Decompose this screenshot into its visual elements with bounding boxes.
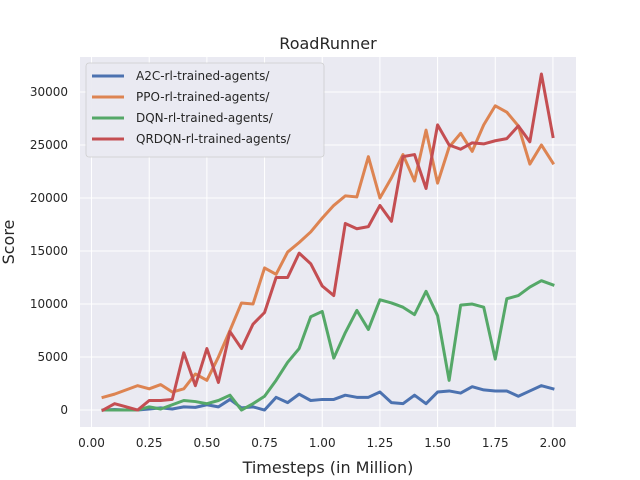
y-tick-label: 15000: [30, 244, 68, 258]
x-axis: 0.00 0.25 0.50 0.75 1.00 1.25 1.50 1.75 2.00: [78, 436, 566, 450]
legend-label: A2C-rl-trained-agents/: [136, 69, 270, 83]
y-tick-label: 25000: [30, 138, 68, 152]
x-tick-label: 0.50: [194, 436, 221, 450]
legend-box: [85, 62, 325, 158]
x-tick-label: 2.00: [540, 436, 567, 450]
legend-label: PPO-rl-trained-agents/: [136, 90, 270, 104]
y-tick-label: 20000: [30, 191, 68, 205]
x-tick-label: 1.50: [424, 436, 451, 450]
legend-label: QRDQN-rl-trained-agents/: [136, 132, 292, 146]
legend-label: DQN-rl-trained-agents/: [136, 111, 274, 125]
series-line-2: [101, 104, 556, 400]
chart-title: RoadRunner: [279, 34, 377, 53]
x-tick-label: 0.00: [78, 436, 105, 450]
x-tick-label: 0.25: [136, 436, 163, 450]
x-tick-label: 0.75: [251, 436, 278, 450]
y-tick-label: 10000: [30, 297, 68, 311]
y-axis: 0 5000 10000 15000 20000 25000 30000: [30, 85, 68, 417]
series-line-1: [101, 384, 555, 412]
series-line-4: [101, 72, 555, 413]
series-layer: [101, 72, 556, 413]
x-tick-label: 1.00: [309, 436, 336, 450]
legend: A2C-rl-trained-agents/PPO-rl-trained-age…: [85, 62, 325, 158]
x-tick-label: 1.75: [482, 436, 509, 450]
x-axis-label: Timesteps (in Million): [242, 458, 414, 477]
x-tick-label: 1.25: [367, 436, 394, 450]
y-tick-label: 30000: [30, 85, 68, 99]
y-axis-label: Score: [0, 220, 18, 265]
series-line-3: [101, 279, 555, 412]
y-tick-label: 5000: [37, 350, 68, 364]
y-tick-label: 0: [60, 403, 68, 417]
